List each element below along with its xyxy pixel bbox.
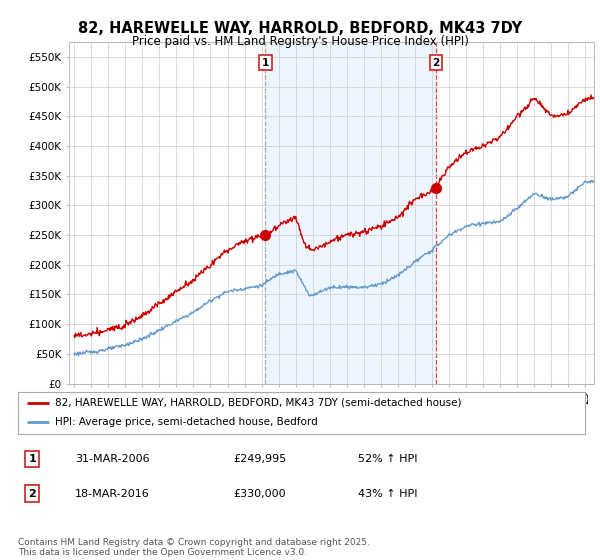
Text: 1: 1 — [262, 58, 269, 68]
Text: 82, HAREWELLE WAY, HARROLD, BEDFORD, MK43 7DY (semi-detached house): 82, HAREWELLE WAY, HARROLD, BEDFORD, MK4… — [55, 398, 461, 408]
Text: £249,995: £249,995 — [233, 454, 287, 464]
Text: Contains HM Land Registry data © Crown copyright and database right 2025.
This d: Contains HM Land Registry data © Crown c… — [18, 538, 370, 557]
Bar — [265, 42, 436, 384]
Text: 2: 2 — [28, 489, 36, 499]
Text: 52% ↑ HPI: 52% ↑ HPI — [358, 454, 418, 464]
Text: 1: 1 — [28, 454, 36, 464]
Text: 82, HAREWELLE WAY, HARROLD, BEDFORD, MK43 7DY: 82, HAREWELLE WAY, HARROLD, BEDFORD, MK4… — [78, 21, 522, 36]
Text: £330,000: £330,000 — [233, 489, 286, 499]
Text: 18-MAR-2016: 18-MAR-2016 — [75, 489, 149, 499]
Text: HPI: Average price, semi-detached house, Bedford: HPI: Average price, semi-detached house,… — [55, 417, 317, 427]
Text: 2: 2 — [432, 58, 439, 68]
Text: 31-MAR-2006: 31-MAR-2006 — [75, 454, 149, 464]
Text: Price paid vs. HM Land Registry's House Price Index (HPI): Price paid vs. HM Land Registry's House … — [131, 35, 469, 48]
Text: 43% ↑ HPI: 43% ↑ HPI — [358, 489, 418, 499]
